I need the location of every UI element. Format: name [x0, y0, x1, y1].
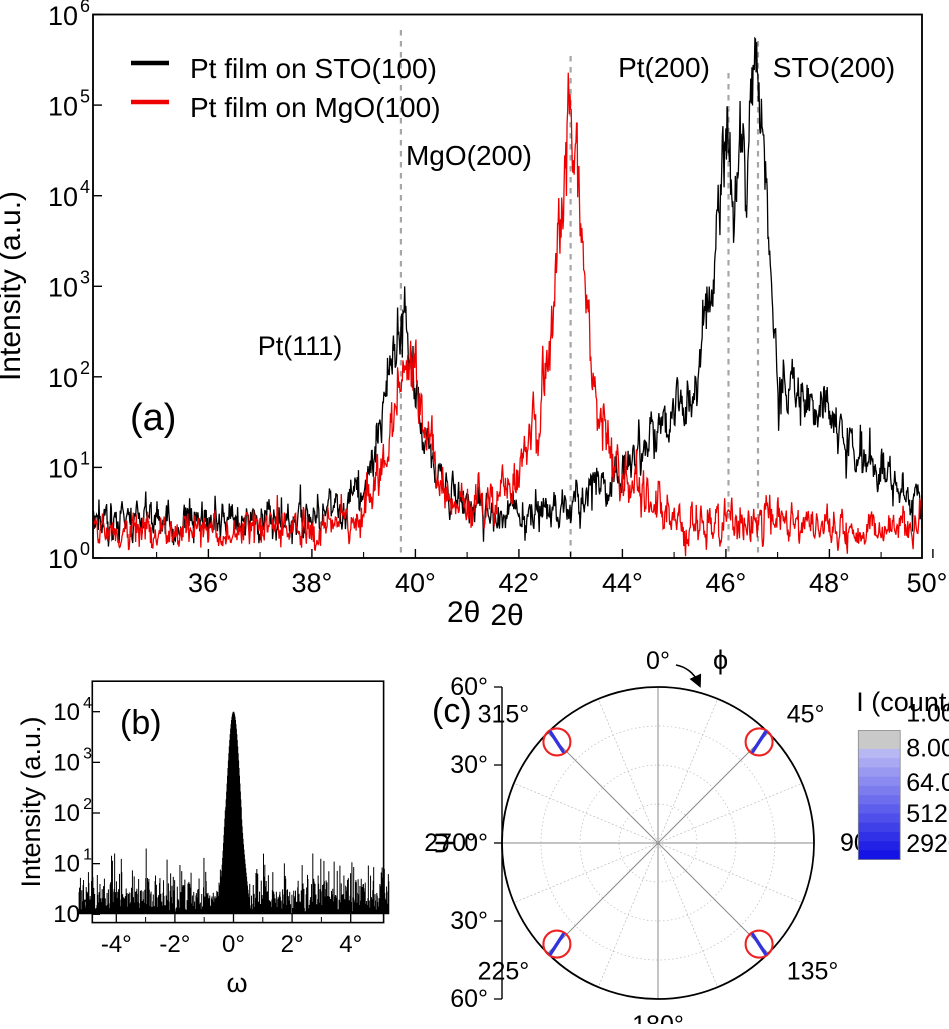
svg-text:30°: 30° [450, 751, 488, 779]
svg-text:315°: 315° [478, 700, 530, 728]
svg-text:225°: 225° [478, 958, 530, 986]
svg-text:(a): (a) [130, 397, 176, 439]
svg-text:44°: 44° [602, 568, 643, 598]
svg-text:40°: 40° [395, 568, 436, 598]
svg-text:4: 4 [80, 177, 90, 197]
svg-text:135°: 135° [787, 958, 839, 986]
svg-text:0: 0 [80, 539, 90, 559]
svg-text:50°: 50° [907, 568, 948, 598]
svg-text:1: 1 [80, 449, 90, 469]
svg-text:1: 1 [83, 847, 92, 864]
svg-text:Pt film on MgO(100): Pt film on MgO(100) [190, 92, 441, 123]
svg-text:3: 3 [80, 268, 90, 288]
svg-text:-4°: -4° [101, 931, 132, 958]
svg-text:(c): (c) [432, 692, 472, 730]
svg-text:1.000: 1.000 [906, 700, 949, 728]
svg-text:10: 10 [53, 750, 80, 777]
svg-text:10: 10 [48, 363, 78, 393]
svg-text:48°: 48° [809, 568, 850, 598]
svg-text:Intensity (a.u.): Intensity (a.u.) [0, 191, 27, 381]
svg-text:512.0: 512.0 [906, 800, 949, 828]
svg-text:10: 10 [48, 1, 78, 31]
svg-text:3: 3 [83, 746, 92, 763]
svg-text:Pt(200): Pt(200) [618, 52, 710, 83]
svg-text:64.00: 64.00 [906, 769, 949, 797]
svg-text:10: 10 [48, 182, 78, 212]
svg-text:10: 10 [48, 544, 78, 574]
svg-text:2920: 2920 [906, 830, 949, 858]
svg-text:4°: 4° [339, 931, 362, 958]
svg-text:2°: 2° [281, 931, 304, 958]
svg-text:10: 10 [53, 699, 80, 726]
svg-text:2: 2 [83, 796, 92, 813]
svg-text:Pt film on STO(100): Pt film on STO(100) [190, 53, 437, 84]
svg-text:6: 6 [80, 0, 90, 16]
svg-text:ω: ω [226, 968, 247, 998]
svg-text:ϕ: ϕ [713, 645, 728, 675]
svg-text:0°: 0° [222, 931, 245, 958]
svg-text:Ψ: Ψ [430, 832, 460, 855]
svg-text:Intensity (a.u.): Intensity (a.u.) [16, 716, 46, 887]
svg-text:MgO(200): MgO(200) [406, 140, 532, 171]
svg-text:38°: 38° [291, 568, 332, 598]
svg-text:5: 5 [80, 87, 90, 107]
svg-text:8.000: 8.000 [906, 734, 949, 762]
svg-text:10: 10 [53, 901, 80, 928]
svg-text:10: 10 [48, 454, 78, 484]
svg-text:(b): (b) [120, 704, 162, 742]
svg-text:2θ: 2θ [447, 596, 480, 629]
svg-text:180°: 180° [632, 1011, 684, 1024]
svg-text:10: 10 [53, 851, 80, 878]
svg-text:45°: 45° [787, 700, 825, 728]
svg-text:STO(200): STO(200) [773, 52, 895, 83]
svg-text:46°: 46° [705, 568, 746, 598]
svg-text:-2°: -2° [159, 931, 190, 958]
svg-text:36°: 36° [188, 568, 229, 598]
svg-text:60°: 60° [450, 985, 488, 1013]
svg-text:0: 0 [83, 897, 92, 914]
svg-text:10: 10 [48, 92, 78, 122]
svg-text:4: 4 [83, 695, 92, 712]
svg-text:30°: 30° [450, 907, 488, 935]
svg-text:10: 10 [53, 800, 80, 827]
svg-text:2θ: 2θ [490, 599, 523, 632]
svg-text:10: 10 [48, 273, 78, 303]
svg-text:42°: 42° [498, 568, 539, 598]
svg-text:2: 2 [80, 358, 90, 378]
svg-text:0°: 0° [464, 829, 488, 857]
svg-text:0°: 0° [646, 647, 670, 675]
svg-text:Pt(111): Pt(111) [258, 331, 343, 361]
